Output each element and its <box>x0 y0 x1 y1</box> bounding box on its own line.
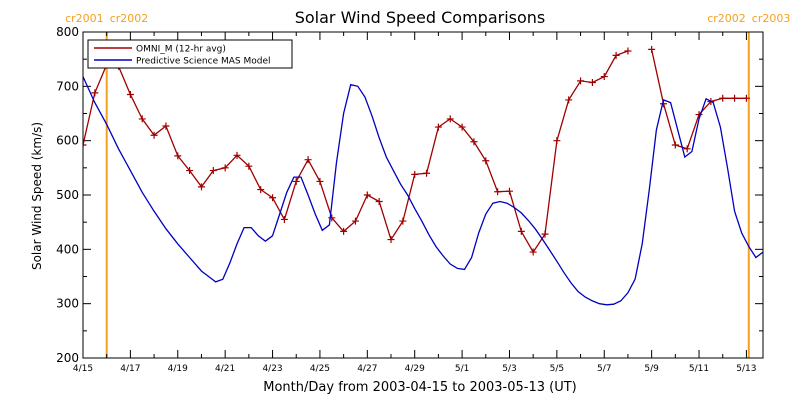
data-point-marker <box>375 198 383 206</box>
data-point-marker <box>482 157 490 165</box>
data-point-marker <box>233 151 241 159</box>
y-tick-label: 800 <box>56 25 79 39</box>
data-point-marker <box>363 191 371 199</box>
data-point-marker <box>541 230 549 238</box>
carrington-marker-right-label: cr2002 <box>110 12 149 25</box>
data-point-marker <box>600 73 608 81</box>
data-point-marker <box>292 177 300 185</box>
data-point-marker <box>83 141 87 149</box>
x-tick-label: 4/19 <box>168 364 188 374</box>
data-point-marker <box>174 152 182 160</box>
y-axis-label: Solar Wind Speed (km/s) <box>30 122 44 270</box>
data-point-marker <box>340 227 348 235</box>
data-point-marker <box>126 90 134 98</box>
x-tick-label: 5/3 <box>502 364 516 374</box>
y-tick-label: 400 <box>56 242 79 256</box>
data-point-marker <box>612 51 620 59</box>
data-point-marker <box>470 138 478 146</box>
data-point-marker <box>565 96 573 104</box>
x-tick-label: 4/15 <box>73 364 93 374</box>
x-tick-label: 4/29 <box>405 364 425 374</box>
data-point-marker <box>269 194 277 202</box>
data-point-marker <box>553 137 561 145</box>
data-point-marker <box>304 156 312 164</box>
data-point-marker <box>411 170 419 178</box>
data-point-marker <box>387 236 395 244</box>
data-point-marker <box>186 167 194 175</box>
data-point-marker <box>505 187 513 195</box>
carrington-marker-left-label: cr2001 <box>65 12 104 25</box>
x-tick-label: 5/7 <box>597 364 611 374</box>
data-point-marker <box>423 169 431 177</box>
data-point-marker <box>494 188 502 196</box>
y-tick-label: 700 <box>56 79 79 93</box>
data-point-marker <box>434 123 442 131</box>
y-tick-label: 600 <box>56 134 79 148</box>
data-point-marker <box>719 94 727 102</box>
data-point-marker <box>257 186 265 194</box>
x-tick-label: 4/23 <box>262 364 282 374</box>
x-tick-label: 4/17 <box>120 364 140 374</box>
data-point-marker <box>742 94 750 102</box>
data-point-marker <box>316 177 324 185</box>
data-point-marker <box>91 89 99 97</box>
legend-label: Predictive Science MAS Model <box>136 57 271 67</box>
data-point-marker <box>399 217 407 225</box>
data-point-marker <box>671 141 679 149</box>
legend-box <box>87 39 293 69</box>
data-point-marker <box>162 122 170 130</box>
data-point-marker <box>458 123 466 131</box>
plot-frame <box>82 31 764 359</box>
y-tick-label: 300 <box>56 297 79 311</box>
data-point-marker <box>683 145 691 153</box>
x-tick-label: 4/21 <box>215 364 235 374</box>
data-point-marker <box>245 162 253 170</box>
data-point-marker <box>328 214 336 222</box>
series-group <box>83 76 763 306</box>
plot-area: cr2001 cr2002 cr2002 cr2003 200 300 400 500 600 7… <box>56 12 791 374</box>
data-point-marker <box>517 227 525 235</box>
chart-title: Solar Wind Speed Comparisons <box>295 8 546 27</box>
data-point-marker <box>138 115 146 123</box>
legend-label: OMNI_M (12-hr avg) <box>136 45 226 55</box>
data-point-marker <box>588 79 596 87</box>
x-tick-label: 5/1 <box>455 364 469 374</box>
data-point-marker <box>446 115 454 123</box>
data-point-marker <box>221 164 229 172</box>
data-point-marker <box>624 47 632 55</box>
x-tick-label: 5/9 <box>644 364 659 374</box>
x-tick-label: 4/27 <box>357 364 377 374</box>
x-tick-label: 5/5 <box>550 364 564 374</box>
x-tick-label: 4/25 <box>310 364 330 374</box>
x-tick-label: 5/13 <box>736 364 756 374</box>
carrington-marker-right-label: cr2003 <box>752 12 791 25</box>
data-point-marker <box>150 131 158 139</box>
data-point-marker <box>529 248 537 256</box>
data-point-marker <box>197 183 205 191</box>
data-point-marker <box>577 77 585 85</box>
data-point-marker <box>280 215 288 223</box>
y-tick-label: 500 <box>56 188 79 202</box>
data-point-marker <box>209 167 217 175</box>
data-point-marker <box>648 45 656 53</box>
series-line <box>83 76 763 306</box>
data-point-marker <box>731 94 739 102</box>
carrington-marker-left-label: cr2002 <box>707 12 746 25</box>
data-point-marker <box>351 217 359 225</box>
y-tick-label: 200 <box>56 351 79 365</box>
x-axis-label: Month/Day from 2003-04-15 to 2003-05-13 … <box>263 380 576 395</box>
x-tick-label: 5/11 <box>689 364 709 374</box>
